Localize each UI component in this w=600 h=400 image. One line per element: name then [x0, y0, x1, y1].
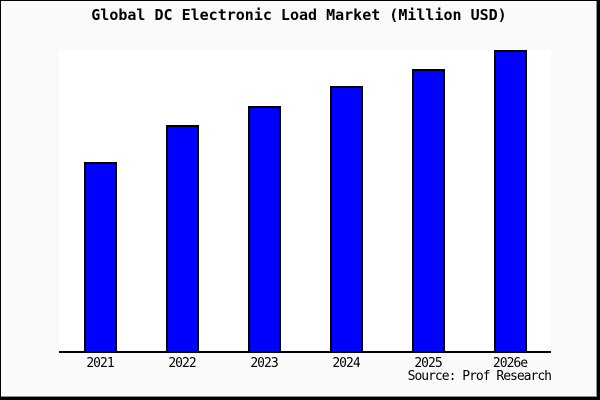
bar-2025	[412, 69, 445, 351]
bar-2022	[166, 125, 199, 351]
source-credit: Source: Prof Research	[407, 369, 552, 384]
plot-area	[59, 50, 551, 353]
x-tick-2021: 2021	[86, 356, 114, 371]
x-tick-2023: 2023	[250, 356, 278, 371]
x-tick-2024: 2024	[332, 356, 360, 371]
bar-2021	[84, 162, 117, 351]
x-axis-labels: 2021 2022 2023 2024 2025 2026e	[59, 356, 551, 372]
x-tick-2022: 2022	[168, 356, 196, 371]
bar-2024	[330, 86, 363, 351]
x-tick-2025: 2025	[414, 356, 442, 371]
bar-2026e	[494, 50, 527, 351]
x-tick-2026e: 2026e	[492, 356, 528, 371]
chart-title: Global DC Electronic Load Market (Millio…	[91, 6, 507, 24]
bar-2023	[248, 106, 281, 351]
